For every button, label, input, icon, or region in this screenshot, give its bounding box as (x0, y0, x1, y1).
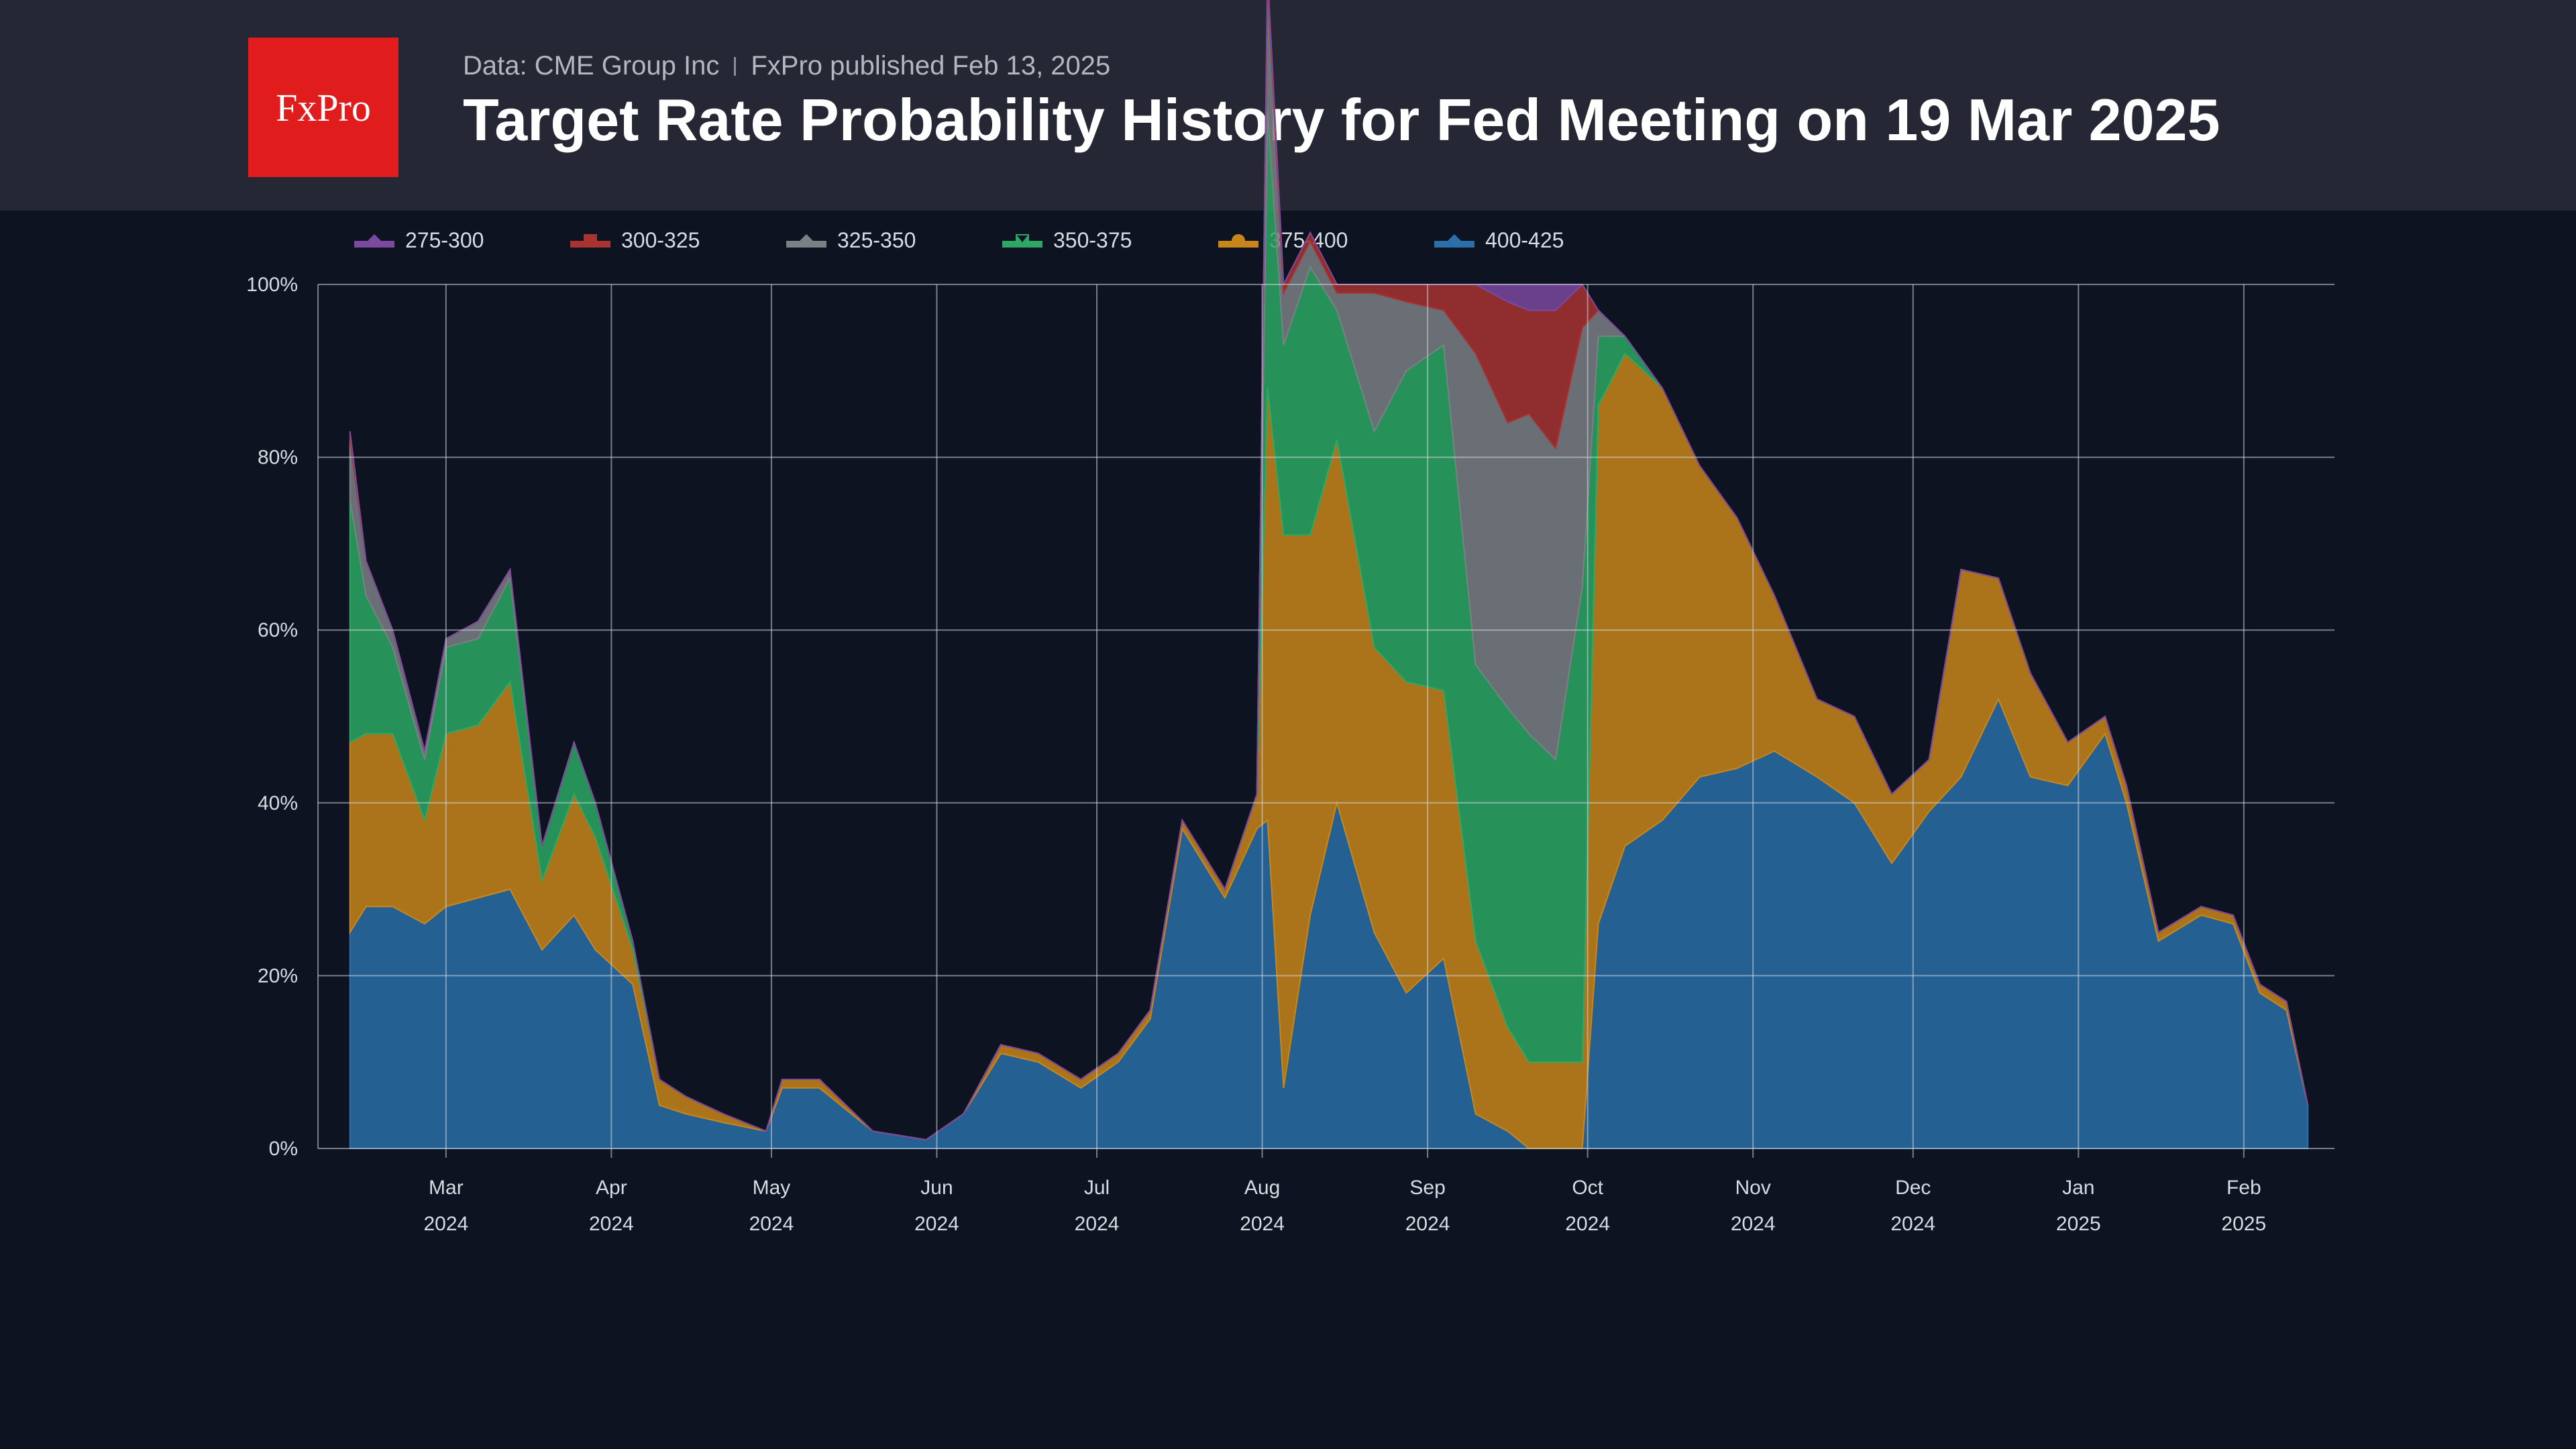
legend: 275-300 300-325 325-350 350-375 375-400 … (354, 224, 1650, 256)
subtitle-line: Data: CME Group Inc FxPro published Feb … (463, 51, 1110, 81)
legend-label: 325-350 (837, 227, 916, 252)
header-bar: FxPro Data: CME Group Inc FxPro publishe… (0, 0, 2576, 211)
x-tick-year: 2024 (749, 1213, 794, 1235)
x-tick-month: Jul (1084, 1177, 1110, 1199)
legend-item-325-350[interactable]: 325-350 (786, 228, 1002, 253)
legend-item-300-325[interactable]: 300-325 (570, 228, 786, 253)
legend-swatch-275-300 (354, 234, 394, 248)
legend-swatch-375-400 (1218, 234, 1258, 248)
x-tick-year: 2024 (1731, 1213, 1776, 1235)
x-tick-year: 2024 (423, 1213, 468, 1235)
x-tick-year: 2025 (2056, 1213, 2101, 1235)
x-tick-month: Nov (1735, 1177, 1771, 1199)
y-tick-label: 20% (258, 965, 298, 987)
x-tick-month: Aug (1244, 1177, 1280, 1199)
x-tick-month: Jan (2062, 1177, 2094, 1199)
legend-label: 400-425 (1485, 227, 1564, 252)
area-series-275-300[interactable] (349, 0, 2309, 1141)
logo-text: FxPro (276, 85, 371, 129)
x-tick-month: Dec (1895, 1177, 1931, 1199)
x-tick-year: 2024 (914, 1213, 959, 1235)
y-tick-label: 40% (258, 792, 298, 814)
legend-item-350-375[interactable]: 350-375 (1002, 228, 1218, 253)
x-tick-year: 2024 (1240, 1213, 1285, 1235)
legend-swatch-300-325 (570, 234, 610, 248)
legend-swatch-400-425 (1434, 234, 1474, 248)
x-tick-month: Feb (2226, 1177, 2261, 1199)
legend-label: 275-300 (405, 227, 484, 252)
x-tick-year: 2025 (2221, 1213, 2266, 1235)
x-tick-month: Sep (1409, 1177, 1445, 1199)
y-tick-label: 0% (269, 1138, 298, 1160)
x-tick-year: 2024 (1565, 1213, 1610, 1235)
x-tick-month: Oct (1572, 1177, 1603, 1199)
legend-label: 350-375 (1053, 227, 1132, 252)
legend-item-400-425[interactable]: 400-425 (1434, 228, 1650, 253)
fxpro-logo[interactable]: FxPro (248, 38, 398, 177)
chart-title: Target Rate Probability History for Fed … (463, 87, 2220, 153)
separator (734, 56, 737, 76)
legend-swatch-350-375 (1002, 234, 1042, 248)
x-tick-year: 2024 (1890, 1213, 1935, 1235)
published-date: FxPro published Feb 13, 2025 (751, 51, 1111, 80)
y-tick-label: 80% (258, 447, 298, 469)
x-tick-year: 2024 (1405, 1213, 1450, 1235)
y-tick-label: 100% (246, 274, 298, 296)
x-tick-month: May (753, 1177, 791, 1199)
x-tick-month: Jun (920, 1177, 953, 1199)
x-tick-month: Apr (596, 1177, 627, 1199)
x-tick-year: 2024 (1075, 1213, 1120, 1235)
data-source: Data: CME Group Inc (463, 51, 720, 80)
x-tick-month: Mar (429, 1177, 464, 1199)
y-tick-label: 60% (258, 619, 298, 641)
x-tick-year: 2024 (589, 1213, 634, 1235)
legend-item-275-300[interactable]: 275-300 (354, 228, 570, 253)
legend-swatch-325-350 (786, 234, 826, 248)
legend-label: 300-325 (621, 227, 700, 252)
